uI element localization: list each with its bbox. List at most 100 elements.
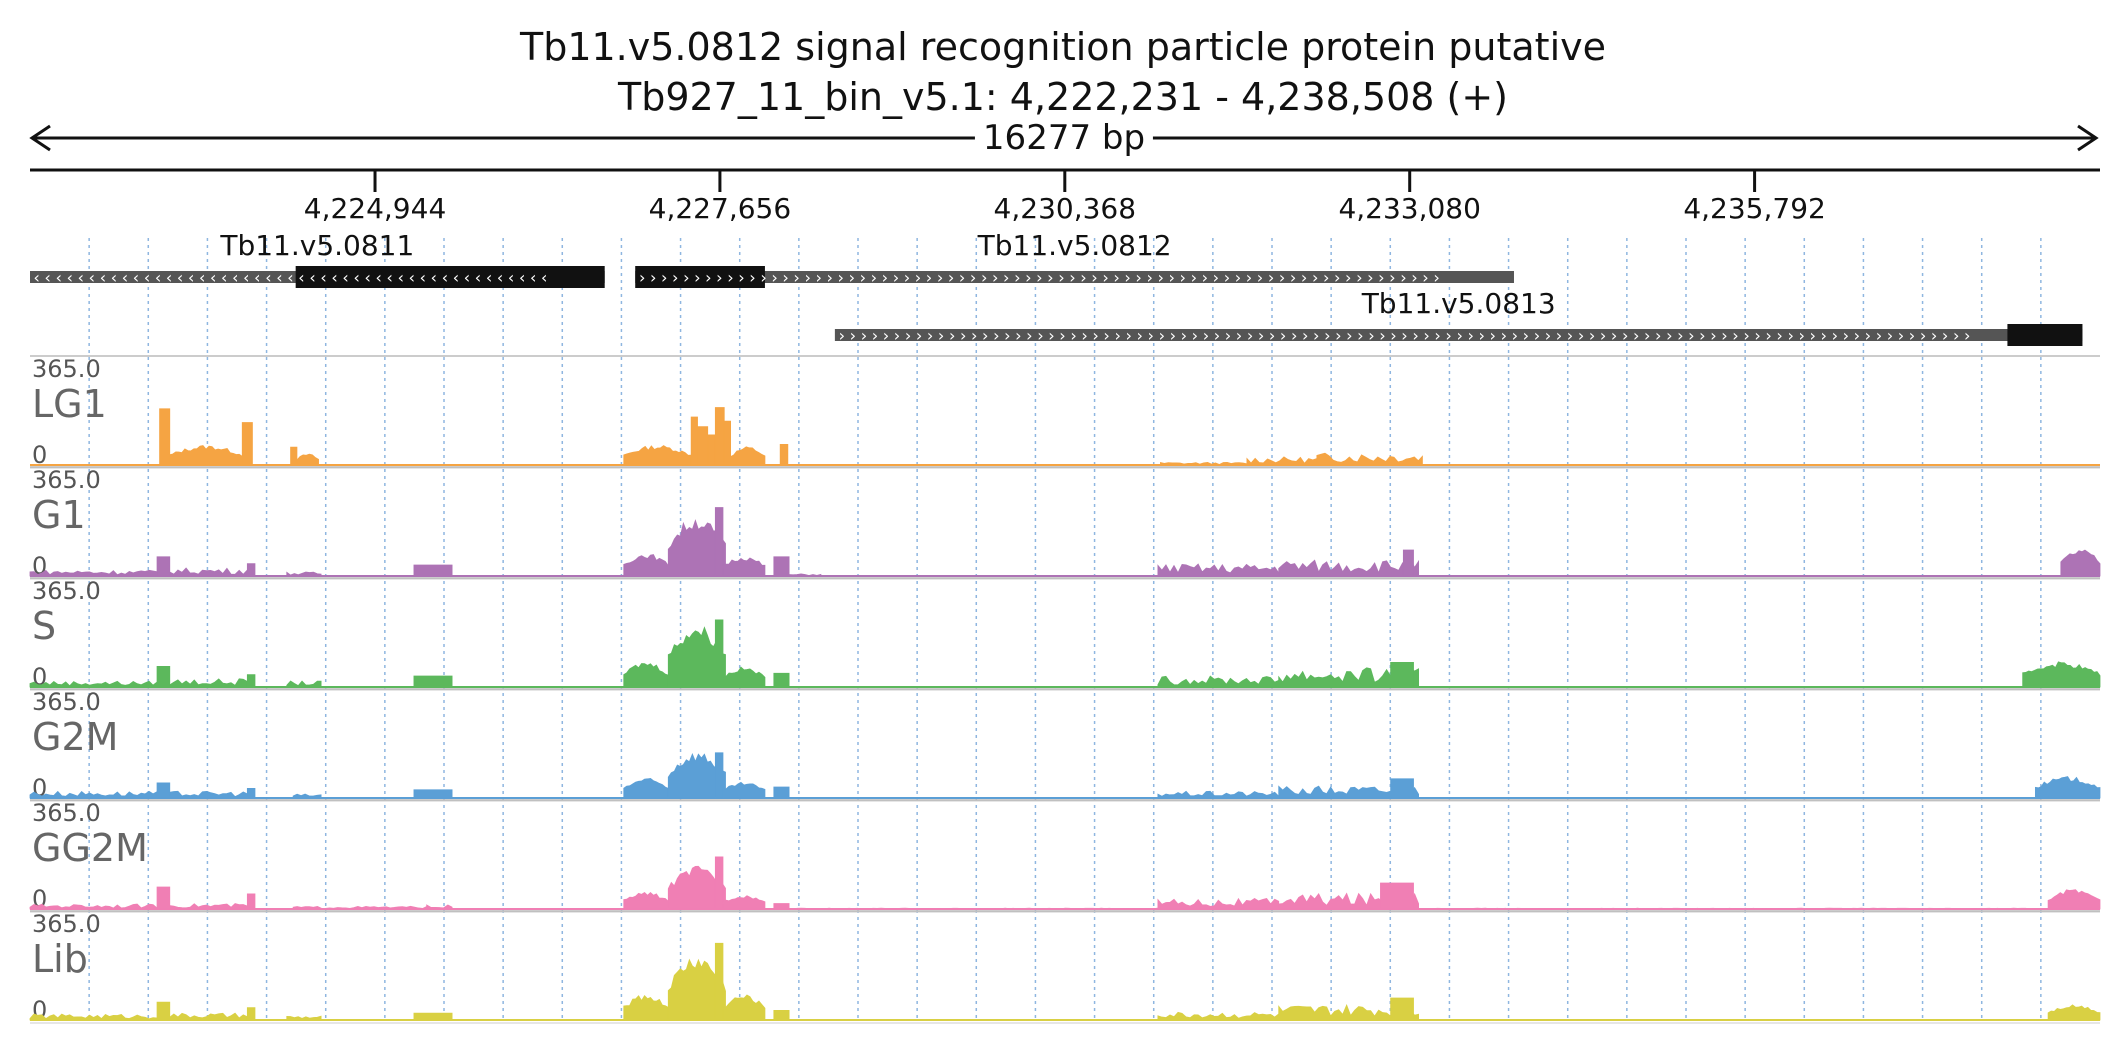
gene-tb11-v5-0812: ››››››››››››››››››››››››››››››››››››››››… — [635, 229, 1514, 288]
coverage-peak — [29, 569, 158, 577]
coverage-peak — [292, 793, 322, 799]
coverage-peak — [413, 789, 453, 799]
coverage-peak — [788, 573, 822, 577]
coverage-peak — [707, 434, 716, 466]
coverage-peak — [2022, 661, 2101, 688]
coverage-peak — [714, 619, 724, 688]
coverage-peak — [2047, 889, 2101, 910]
coverage-peak — [773, 672, 790, 688]
coverage-peak — [773, 556, 790, 577]
coverage-peak — [1157, 563, 1280, 577]
track-name-label: G2M — [32, 715, 118, 759]
coverage-peak — [623, 994, 669, 1021]
strand-chevrons: ››››››››››››››››››››››››››››››››››››››››… — [637, 268, 1442, 287]
coverage-peak — [697, 426, 709, 466]
coverage-peak — [623, 663, 669, 688]
coverage-peak — [1402, 549, 1414, 577]
chart-title: Tb11.v5.0812 signal recognition particle… — [520, 25, 1606, 69]
coverage-peak — [286, 1015, 322, 1021]
coverage-peak — [246, 563, 256, 577]
coverage-peak — [241, 422, 253, 466]
coverage-peak — [1316, 452, 1423, 466]
gene-label: Tb11.v5.0813 — [1361, 287, 1556, 320]
coverage-peak — [159, 408, 171, 466]
coverage-peak — [1160, 461, 1248, 466]
coverage-peak — [246, 893, 256, 910]
gene-body — [834, 329, 2083, 341]
coverage-peak — [623, 554, 669, 577]
coverage-peak — [156, 886, 171, 910]
coverage-peak — [730, 446, 766, 466]
track-max-label: 365.0 — [32, 577, 101, 605]
coverage-peak — [723, 420, 731, 466]
coverage-peak — [1380, 882, 1414, 910]
gene-cds-block — [2007, 324, 2083, 346]
coverage-peak — [156, 1001, 171, 1021]
coverage-peak — [169, 1012, 248, 1021]
genome-browser-plot: 4,224,944 4,227,656 4,230,368 4,233,080 4,23… — [29, 168, 2101, 1024]
gene-label: Tb11.v5.0811 — [219, 229, 414, 262]
track-name-label: Lib — [32, 937, 88, 981]
track-max-label: 365.0 — [32, 466, 101, 494]
coverage-peak — [169, 678, 248, 688]
coverage-peak — [779, 444, 789, 466]
coverage-peak — [290, 446, 298, 466]
coverage-peak — [413, 1012, 453, 1021]
coverage-peak — [773, 903, 790, 910]
coverage-peak — [29, 1013, 158, 1021]
coverage-peak — [773, 786, 790, 799]
gene-tb11-v5-0813: ››››››››››››››››››››››››››››››››››››››››… — [834, 287, 2083, 346]
ruler-tick-label: 4,227,656 — [649, 192, 792, 225]
coverage-peak — [286, 680, 322, 688]
track-max-label: 365.0 — [32, 910, 101, 938]
gene-cds-block — [635, 266, 765, 288]
coverage-peak — [722, 895, 766, 910]
coverage-peak — [169, 903, 248, 910]
coverage-peak — [426, 904, 453, 910]
coverage-peak — [169, 567, 248, 577]
coverage-peak — [1157, 675, 1280, 688]
coverage-peak — [788, 907, 2074, 910]
coverage-peak — [1390, 778, 1414, 799]
coverage-peak — [156, 666, 171, 688]
coverage-peak — [156, 782, 171, 799]
coverage-peak — [1157, 897, 1280, 910]
gene-label: Tb11.v5.0812 — [977, 229, 1172, 262]
track-name-label: LG1 — [32, 382, 107, 426]
coverage-peak — [722, 781, 766, 799]
coverage-peak — [413, 564, 453, 577]
coverage-peak — [169, 790, 248, 799]
coverage-peak — [246, 1007, 256, 1021]
coverage-peak — [722, 557, 766, 577]
coverage-peak — [169, 445, 243, 466]
coverage-peak — [1390, 997, 1414, 1021]
coverage-peak — [286, 571, 322, 577]
coverage-peak — [690, 416, 698, 466]
coverage-peak — [623, 777, 669, 799]
track-name-label: GG2M — [32, 826, 148, 870]
ruler-tick-label: 4,235,792 — [1683, 192, 1826, 225]
coverage-peak — [246, 674, 256, 688]
ruler-tick-label: 4,233,080 — [1338, 192, 1481, 225]
strand-chevrons: ››››››››››››››››››››››››››››››››››››››››… — [837, 326, 1973, 345]
coverage-peak — [623, 445, 692, 466]
arrow-right-icon — [2077, 124, 2099, 152]
coverage-peak — [714, 752, 724, 799]
coverage-peak — [2035, 776, 2101, 799]
ruler-tick-label: 4,224,944 — [304, 192, 447, 225]
coverage-peak — [722, 666, 766, 688]
coverage-peak — [156, 556, 171, 577]
span-length-label: 16277 bp — [974, 118, 1154, 158]
coverage-peak — [714, 507, 724, 577]
coverage-peak — [2060, 549, 2101, 577]
chart-subtitle: Tb927_11_bin_v5.1: 4,222,231 - 4,238,508… — [617, 75, 1508, 119]
coverage-peak — [2047, 1004, 2101, 1021]
coverage-peak — [714, 942, 724, 1021]
coverage-peak — [722, 994, 766, 1021]
track-s: 365.0S0 — [29, 577, 2101, 691]
coverage-peak — [29, 903, 158, 910]
gene-tb11-v5-0811: ‹‹‹‹‹‹‹‹‹‹‹‹‹‹‹‹‹‹‹‹‹‹‹‹‹‹‹‹‹‹‹‹‹‹‹‹‹‹‹‹… — [30, 229, 605, 288]
